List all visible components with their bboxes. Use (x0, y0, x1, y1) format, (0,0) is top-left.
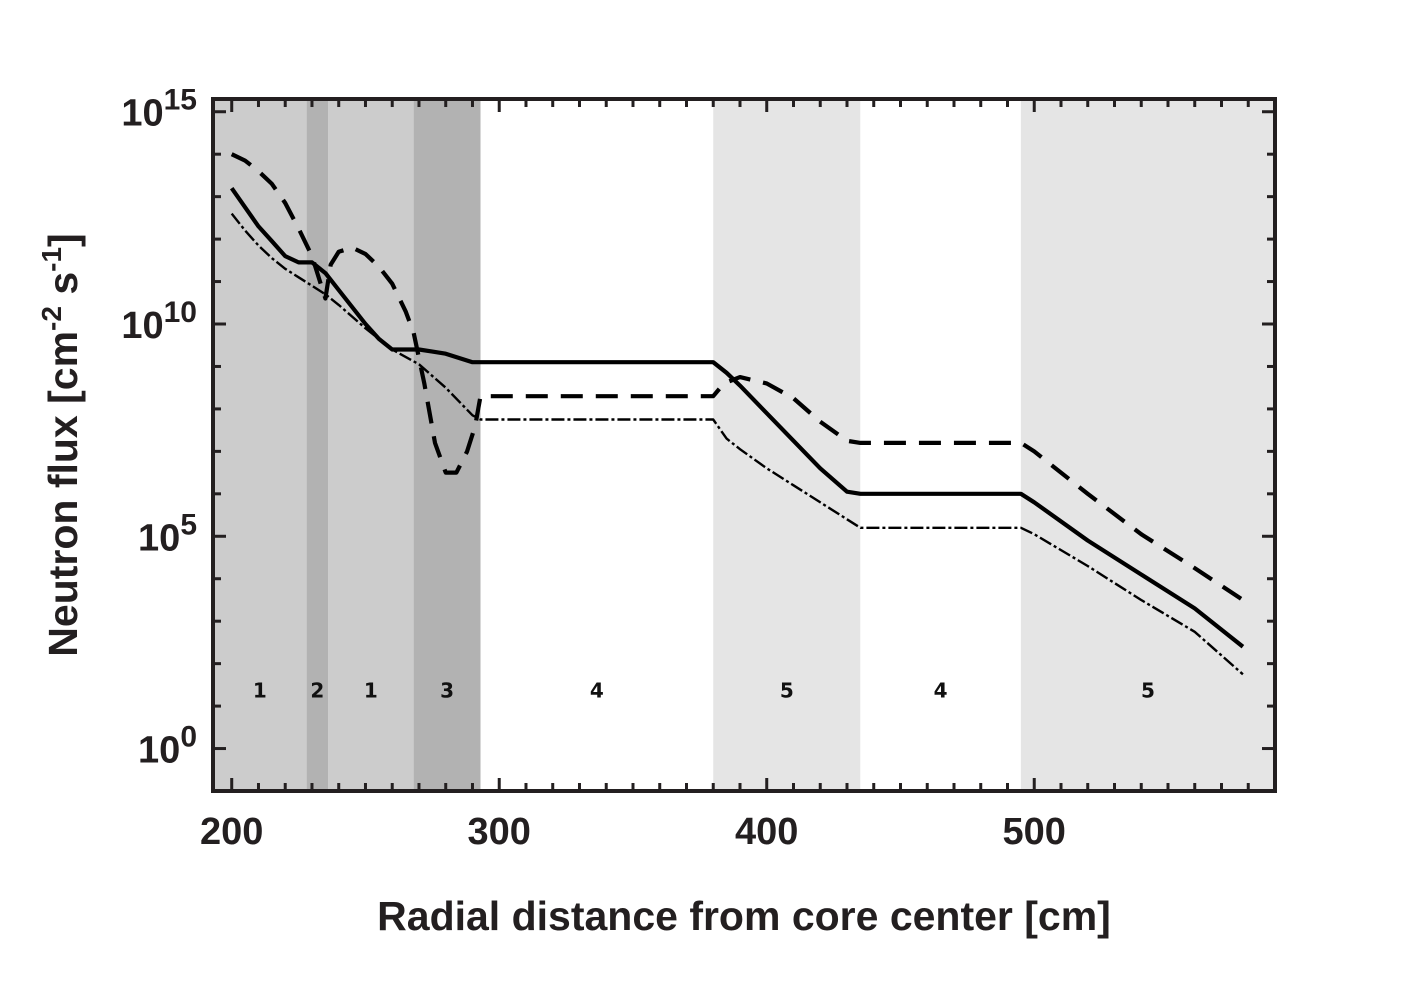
series-lines (229, 152, 1245, 676)
y-tick-base: 10 (121, 305, 163, 347)
y-tick-power: 15 (164, 84, 197, 117)
axis-ticks (213, 99, 1275, 791)
region-band-6 (713, 99, 861, 791)
region-label-2: 2 (310, 679, 324, 703)
y-tick-base: 10 (138, 517, 180, 559)
x-tick-label-400: 400 (735, 811, 798, 853)
region-label-8: 5 (1141, 679, 1155, 703)
y-axis-title: Neutron flux [cm-2 s-1] (36, 233, 86, 656)
plot-frame (211, 97, 1277, 793)
y-tick-power: 0 (180, 721, 197, 754)
region-label-3: 1 (364, 679, 378, 703)
region-band-3 (328, 99, 414, 791)
series-line-dash-dot (230, 212, 1244, 676)
x-axis-title: Radial distance from core center [cm] (377, 893, 1111, 939)
y-title-mid: s (40, 272, 86, 306)
region-label-1: 1 (253, 679, 267, 703)
x-tick-label-500: 500 (1003, 811, 1066, 853)
y-tick-power: 5 (180, 508, 197, 541)
region-label-4: 3 (440, 679, 454, 703)
y-title-exp2: -1 (36, 247, 67, 272)
y-title-end: ] (40, 233, 86, 247)
y-tick-base: 10 (138, 730, 180, 772)
y-tick-base: 10 (121, 93, 163, 135)
series-line-solid (229, 186, 1245, 649)
region-bands (213, 99, 1275, 791)
region-label-6: 5 (780, 679, 794, 703)
y-tick-label-10: 1010 (121, 296, 197, 347)
x-tick-label-300: 300 (468, 811, 531, 853)
y-tick-label-5: 105 (138, 508, 197, 559)
region-label-5: 4 (590, 679, 604, 703)
region-label-7: 4 (934, 679, 948, 703)
x-tick-labels: 200 300 400 500 (200, 811, 1066, 853)
region-labels: 1 2 1 3 4 5 4 5 (253, 679, 1155, 703)
x-tick-label-200: 200 (200, 811, 263, 853)
y-tick-label-15: 1015 (121, 84, 197, 135)
y-title-exp1: -2 (36, 306, 67, 331)
region-band-5 (480, 99, 714, 791)
y-title-main: Neutron flux [cm (40, 331, 86, 657)
region-band-8 (1020, 99, 1275, 791)
y-tick-label-0: 100 (138, 721, 197, 772)
y-tick-power: 10 (164, 296, 197, 329)
series-line-dashed (230, 152, 1245, 602)
